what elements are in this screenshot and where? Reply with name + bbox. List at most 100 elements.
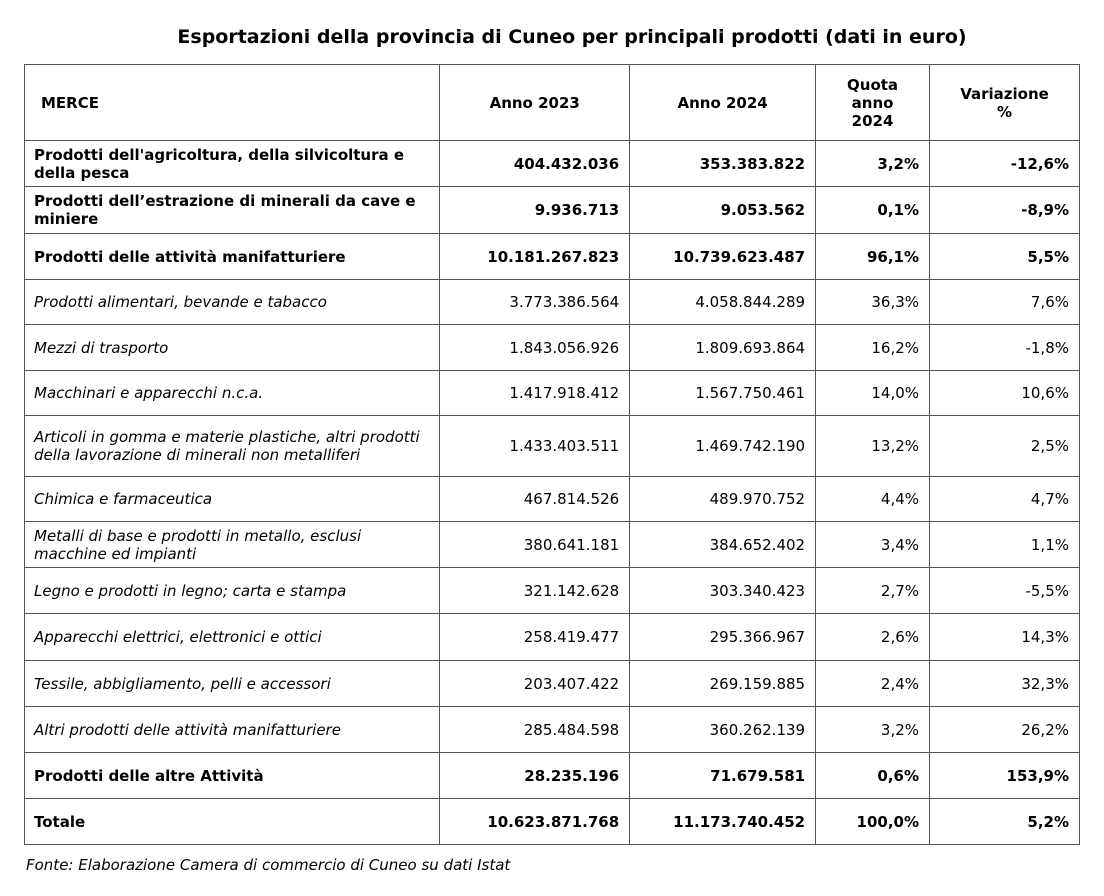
cell-merce: Metalli di base e prodotti in metallo, e…	[23, 521, 441, 568]
cell-merce: Prodotti dell’estrazione di minerali da …	[23, 186, 441, 234]
cell-variazione: 5,2%	[929, 798, 1080, 845]
cell-merce: Totale	[23, 798, 441, 845]
cell-variazione: 4,7%	[929, 476, 1080, 522]
cell-quota: 0,1%	[815, 186, 931, 234]
cell-merce: Prodotti alimentari, bevande e tabacco	[23, 279, 441, 325]
exports-table: MERCE Anno 2023 Anno 2024 Quota anno 202…	[23, 64, 1080, 845]
cell-anno-2023: 321.142.628	[439, 567, 631, 614]
cell-merce: Chimica e farmaceutica	[23, 476, 441, 522]
cell-anno-2023: 380.641.181	[439, 521, 631, 568]
cell-anno-2023: 1.843.056.926	[439, 324, 631, 371]
table-row: Prodotti dell'agricoltura, della silvico…	[23, 140, 1080, 187]
cell-quota: 36,3%	[815, 279, 931, 325]
table-row: Prodotti alimentari, bevande e tabacco 3.…	[23, 279, 1080, 325]
cell-merce: Prodotti delle attività manifatturiere	[23, 233, 441, 280]
cell-variazione: 1,1%	[929, 521, 1080, 568]
cell-merce: Tessile, abbigliamento, pelli e accessor…	[23, 660, 441, 707]
table-row: Totale 10.623.871.768 11.173.740.452 100,0%…	[23, 798, 1080, 845]
cell-anno-2023: 28.235.196	[439, 752, 631, 799]
header-variazione: Variazione %	[929, 64, 1080, 141]
table-row: Altri prodotti delle attività manifattur…	[23, 706, 1080, 753]
cell-anno-2023: 404.432.036	[439, 140, 631, 187]
cell-variazione: 2,5%	[929, 415, 1080, 477]
cell-quota: 3,2%	[815, 706, 931, 753]
table-body: Prodotti dell'agricoltura, della silvico…	[23, 140, 1080, 845]
header-anno-2024: Anno 2024	[629, 64, 817, 141]
cell-anno-2024: 1.567.750.461	[629, 370, 817, 416]
cell-anno-2024: 10.739.623.487	[629, 233, 817, 280]
cell-anno-2024: 269.159.885	[629, 660, 817, 707]
header-row: MERCE Anno 2023 Anno 2024 Quota anno 202…	[23, 64, 1080, 141]
cell-quota: 96,1%	[815, 233, 931, 280]
cell-variazione: -12,6%	[929, 140, 1080, 187]
cell-anno-2024: 1.469.742.190	[629, 415, 817, 477]
table-row: Mezzi di trasporto 1.843.056.926 1.809.693…	[23, 324, 1080, 371]
cell-anno-2024: 360.262.139	[629, 706, 817, 753]
cell-variazione: -8,9%	[929, 186, 1080, 234]
cell-quota: 13,2%	[815, 415, 931, 477]
table-row: Apparecchi elettrici, elettronici e otti…	[23, 613, 1080, 661]
cell-anno-2024: 384.652.402	[629, 521, 817, 568]
table-row: Prodotti delle altre Attività 28.235.196 7…	[23, 752, 1080, 799]
cell-variazione: 26,2%	[929, 706, 1080, 753]
cell-anno-2024: 1.809.693.864	[629, 324, 817, 371]
cell-anno-2023: 285.484.598	[439, 706, 631, 753]
cell-merce: Macchinari e apparecchi n.c.a.	[23, 370, 441, 416]
cell-quota: 14,0%	[815, 370, 931, 416]
cell-anno-2023: 3.773.386.564	[439, 279, 631, 325]
cell-anno-2023: 203.407.422	[439, 660, 631, 707]
cell-merce: Apparecchi elettrici, elettronici e otti…	[23, 613, 441, 661]
cell-merce: Prodotti delle altre Attività	[23, 752, 441, 799]
cell-merce: Altri prodotti delle attività manifattur…	[23, 706, 441, 753]
cell-anno-2023: 10.181.267.823	[439, 233, 631, 280]
cell-anno-2024: 9.053.562	[629, 186, 817, 234]
cell-anno-2023: 10.623.871.768	[439, 798, 631, 845]
cell-anno-2024: 353.383.822	[629, 140, 817, 187]
cell-quota: 100,0%	[815, 798, 931, 845]
table-row: Articoli in gomma e materie plastiche, a…	[23, 415, 1080, 477]
cell-variazione: 10,6%	[929, 370, 1080, 416]
cell-anno-2023: 1.433.403.511	[439, 415, 631, 477]
cell-quota: 3,4%	[815, 521, 931, 568]
header-anno-2023: Anno 2023	[439, 64, 631, 141]
table-row: Tessile, abbigliamento, pelli e accessor…	[23, 660, 1080, 707]
cell-quota: 4,4%	[815, 476, 931, 522]
cell-anno-2023: 467.814.526	[439, 476, 631, 522]
cell-anno-2024: 4.058.844.289	[629, 279, 817, 325]
cell-anno-2023: 9.936.713	[439, 186, 631, 234]
cell-variazione: -1,8%	[929, 324, 1080, 371]
cell-variazione: 7,6%	[929, 279, 1080, 325]
cell-anno-2023: 258.419.477	[439, 613, 631, 661]
cell-merce: Legno e prodotti in legno; carta e stamp…	[23, 567, 441, 614]
cell-quota: 16,2%	[815, 324, 931, 371]
cell-anno-2024: 71.679.581	[629, 752, 817, 799]
cell-variazione: 14,3%	[929, 613, 1080, 661]
cell-merce: Mezzi di trasporto	[23, 324, 441, 371]
header-quota: Quota anno 2024	[815, 64, 931, 141]
cell-anno-2024: 11.173.740.452	[629, 798, 817, 845]
table-row: Prodotti delle attività manifatturiere 10…	[23, 233, 1080, 280]
table-row: Legno e prodotti in legno; carta e stamp…	[23, 567, 1080, 614]
cell-anno-2024: 303.340.423	[629, 567, 817, 614]
cell-anno-2023: 1.417.918.412	[439, 370, 631, 416]
cell-merce: Articoli in gomma e materie plastiche, a…	[23, 415, 441, 477]
table-row: Chimica e farmaceutica 467.814.526 489.970…	[23, 476, 1080, 522]
cell-quota: 3,2%	[815, 140, 931, 187]
cell-quota: 2,7%	[815, 567, 931, 614]
cell-variazione: 5,5%	[929, 233, 1080, 280]
cell-quota: 2,6%	[815, 613, 931, 661]
cell-quota: 2,4%	[815, 660, 931, 707]
header-merce: MERCE	[23, 64, 441, 141]
cell-anno-2024: 489.970.752	[629, 476, 817, 522]
cell-variazione: -5,5%	[929, 567, 1080, 614]
table-title: Esportazioni della provincia di Cuneo pe…	[177, 26, 967, 48]
table-row: Metalli di base e prodotti in metallo, e…	[23, 521, 1080, 568]
table-row: Macchinari e apparecchi n.c.a. 1.417.918.…	[23, 370, 1080, 416]
cell-variazione: 153,9%	[929, 752, 1080, 799]
source-note: Fonte: Elaborazione Camera di commercio …	[26, 856, 511, 874]
cell-variazione: 32,3%	[929, 660, 1080, 707]
cell-merce: Prodotti dell'agricoltura, della silvico…	[23, 140, 441, 187]
table-row: Prodotti dell’estrazione di minerali da …	[23, 186, 1080, 234]
cell-quota: 0,6%	[815, 752, 931, 799]
cell-anno-2024: 295.366.967	[629, 613, 817, 661]
